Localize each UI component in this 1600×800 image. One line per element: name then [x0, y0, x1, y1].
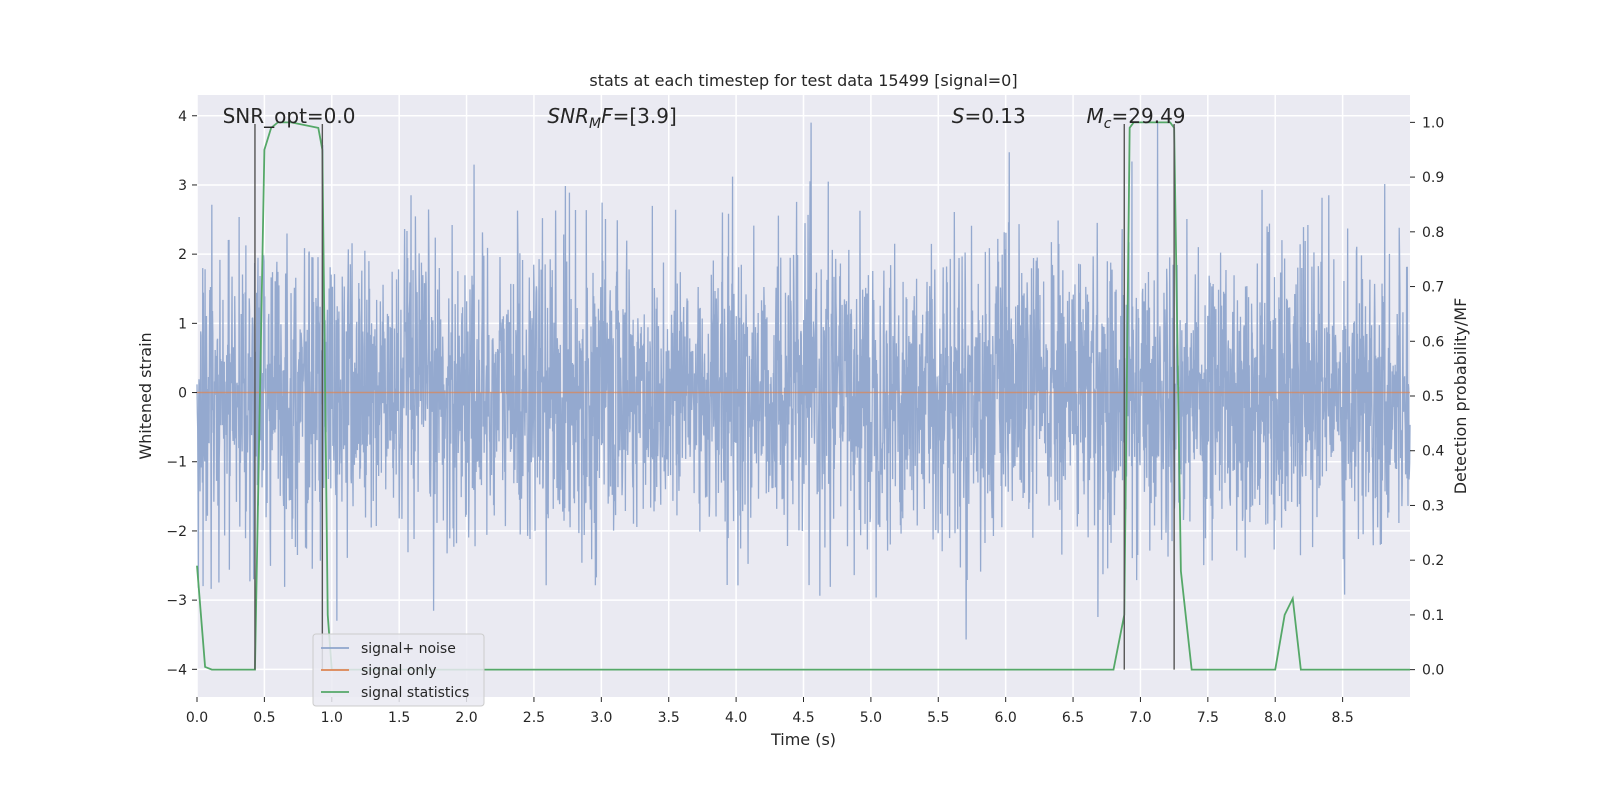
y-tick-label-0: −4: [166, 662, 187, 678]
x-tick-label-5: 2.5: [523, 710, 545, 726]
chart-title: stats at each timestep for test data 154…: [589, 71, 1017, 90]
legend-entry-2: signal statistics: [361, 685, 469, 701]
series-line-signal-noise: [196, 122, 1411, 640]
x-tick-label-11: 5.5: [927, 710, 949, 726]
vertical-markers: [254, 124, 1175, 670]
ticks: 0.0 0.5 1.0 1.5 2.0 2.5 3.0 3.5 4.0 4.5 5.0 5.5 6.0 6…: [166, 109, 1444, 726]
x-tick-label-17: 8.5: [1331, 710, 1353, 726]
y-tick-label-3: −1: [166, 455, 187, 471]
y2-tick-label-6: 0.6: [1422, 334, 1444, 350]
y2-axis-label: Detection probability/MF: [1451, 298, 1470, 495]
legend-box: [312, 633, 485, 707]
annotation-s-stat: S=0.13: [952, 104, 1026, 128]
y-tick-label-1: −3: [166, 593, 187, 609]
y2-tick-label-1: 0.1: [1422, 608, 1444, 624]
y-tick-label-2: −2: [166, 524, 187, 540]
y2-tick-label-7: 0.7: [1422, 280, 1444, 296]
legend-entry-1: signal only: [361, 663, 436, 679]
y2-tick-label-2: 0.2: [1422, 553, 1444, 569]
y-tick-label-8: 4: [178, 109, 187, 125]
x-tick-label-4: 2.0: [455, 710, 477, 726]
y2-tick-label-0: 0.0: [1422, 663, 1444, 679]
annotation-mc: Mc=29.49: [1087, 104, 1186, 132]
x-tick-label-9: 4.5: [792, 710, 814, 726]
x-tick-label-10: 5.0: [860, 710, 882, 726]
y-axis-label: Whitened strain: [136, 332, 155, 459]
series-signal-noise: [196, 122, 1411, 640]
x-tick-label-14: 7.0: [1129, 710, 1151, 726]
y2-tick-label-10: 1.0: [1422, 115, 1444, 131]
y-tick-label-6: 2: [178, 247, 187, 263]
x-axis-label: Time (s): [770, 730, 836, 749]
y2-tick-label-4: 0.4: [1422, 444, 1444, 460]
y-tick-label-5: 1: [178, 316, 187, 332]
y2-tick-label-9: 0.9: [1422, 170, 1444, 186]
x-tick-label-1: 0.5: [253, 710, 275, 726]
x-tick-label-3: 1.5: [388, 710, 410, 726]
legend: signal+ noise signal only signal statistic…: [312, 633, 485, 707]
y-tick-label-7: 3: [178, 178, 187, 194]
x-tick-label-8: 4.0: [725, 710, 747, 726]
y-tick-label-4: 0: [178, 386, 187, 402]
y2-tick-label-3: 0.3: [1422, 498, 1444, 514]
x-tick-label-6: 3.0: [590, 710, 612, 726]
x-tick-label-7: 3.5: [658, 710, 680, 726]
x-tick-label-12: 6.0: [995, 710, 1017, 726]
x-tick-label-15: 7.5: [1197, 710, 1219, 726]
y2-tick-label-8: 0.8: [1422, 225, 1444, 241]
x-tick-label-0: 0.0: [186, 710, 208, 726]
annotation-snr-opt: SNR_opt=0.0: [223, 104, 356, 128]
annotation-snr-mf: SNRMF=[3.9]: [547, 104, 676, 132]
annotations: SNR_opt=0.0 SNRMF=[3.9] S=0.13 Mc=29.49: [223, 104, 1186, 132]
y2-tick-label-5: 0.5: [1422, 389, 1444, 405]
x-tick-label-16: 8.0: [1264, 710, 1286, 726]
x-tick-label-2: 1.0: [321, 710, 343, 726]
legend-entry-0: signal+ noise: [361, 641, 456, 657]
x-tick-label-13: 6.5: [1062, 710, 1084, 726]
